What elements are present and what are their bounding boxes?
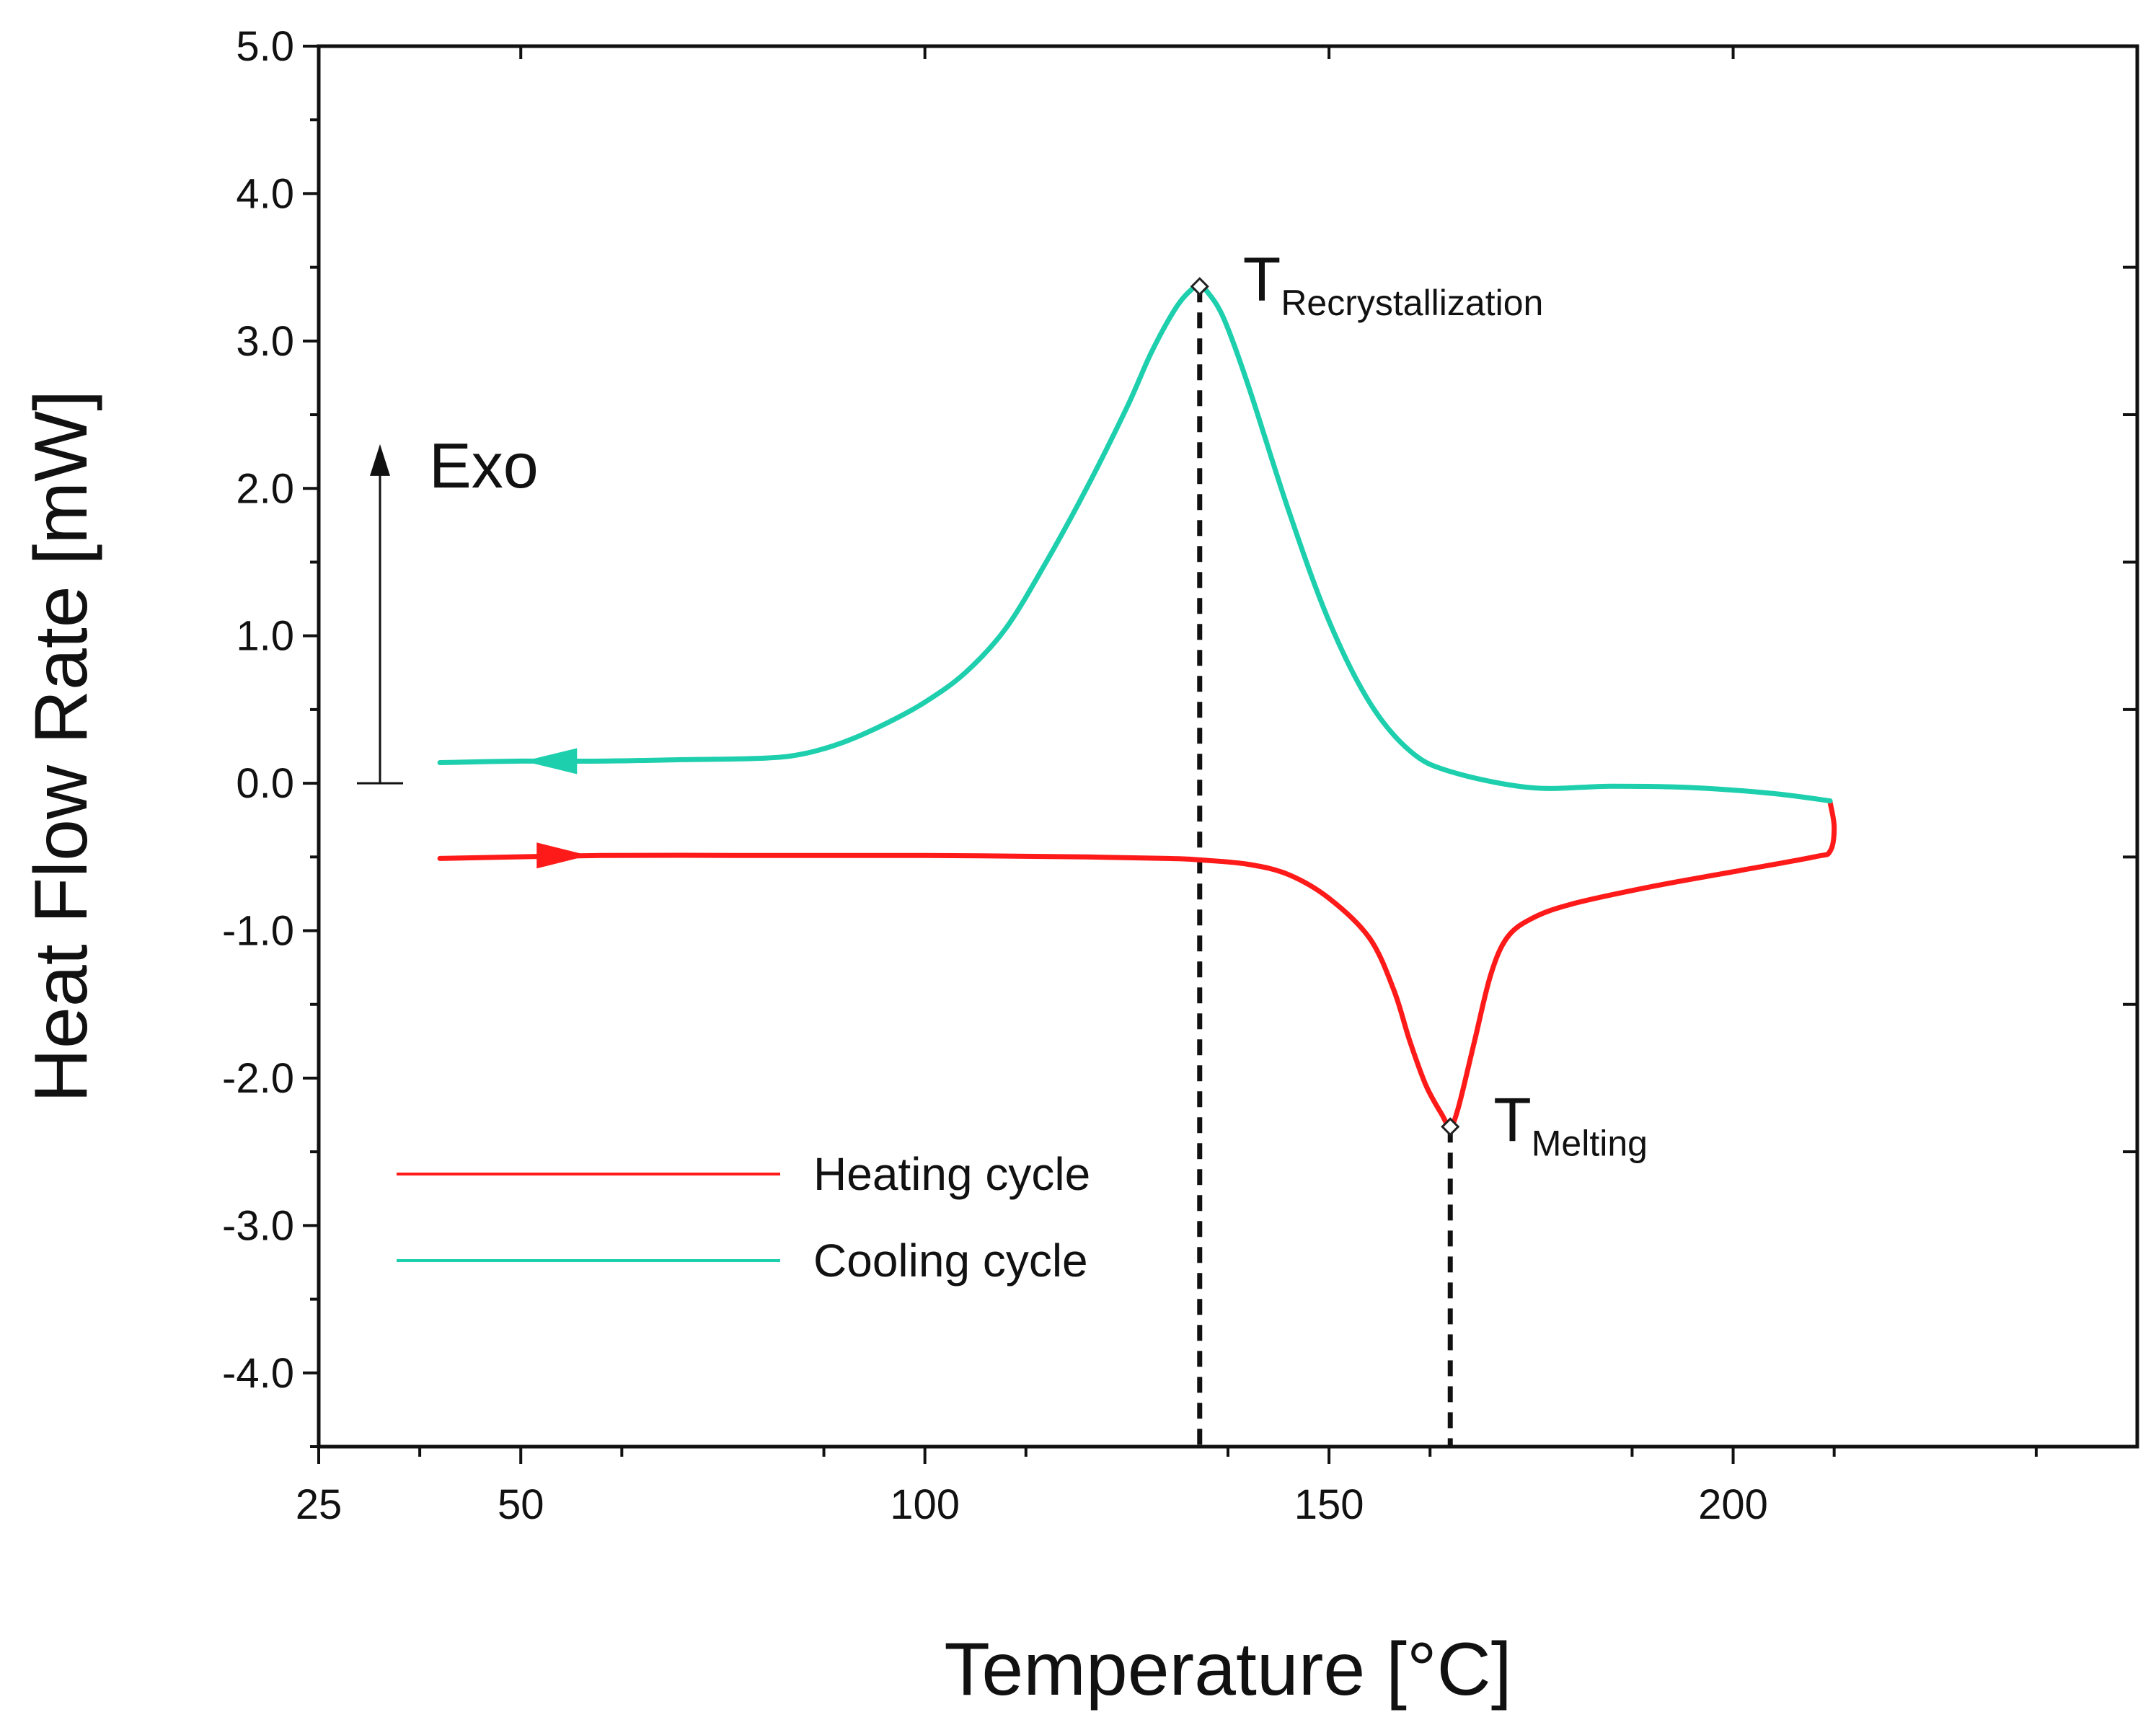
x-tick-label: 25 bbox=[296, 1481, 343, 1528]
melting-label: TMelting bbox=[1493, 1085, 1648, 1163]
y-axis-title: Heat Flow Rate [mW] bbox=[19, 390, 103, 1103]
recrystallization-label-t: T bbox=[1243, 245, 1281, 314]
cooling-cycle-line bbox=[437, 283, 1833, 804]
plot-frame bbox=[317, 44, 2139, 1449]
legend-cooling-label: Cooling cycle bbox=[813, 1235, 1088, 1287]
marker-guides bbox=[1197, 286, 1453, 1447]
y-tick-label: 1.0 bbox=[236, 613, 294, 660]
series-lines bbox=[437, 283, 1837, 1130]
peak-markers bbox=[1190, 277, 1460, 1137]
heating-direction-arrow-icon bbox=[536, 842, 589, 869]
melting-marker-icon bbox=[1441, 1117, 1460, 1137]
x-axis-title: Temperature [°C] bbox=[944, 1628, 1511, 1711]
heating-cycle-line bbox=[437, 800, 1837, 1130]
x-tick-label: 200 bbox=[1698, 1481, 1768, 1528]
recrystallization-label: TRecrystallization bbox=[1243, 245, 1544, 323]
melting-label-t: T bbox=[1493, 1085, 1532, 1155]
melting-label-sub: Melting bbox=[1532, 1123, 1648, 1163]
y-tick-label: -1.0 bbox=[222, 908, 294, 955]
y-tick-label: -4.0 bbox=[222, 1350, 294, 1397]
exo-arrow-head-icon bbox=[370, 444, 390, 476]
axis-ticks: 25 50 100 150 200 5.0 4.0 3.0 2.0 1.0 0.0 -1.0 -2.0 -… bbox=[222, 23, 2137, 1528]
y-tick-label: 0.0 bbox=[236, 760, 294, 807]
y-tick-label: 5.0 bbox=[236, 23, 294, 70]
recrystallization-label-sub: Recrystallization bbox=[1281, 283, 1543, 323]
x-tick-label: 50 bbox=[498, 1481, 544, 1528]
y-tick-label: 4.0 bbox=[236, 170, 294, 217]
x-tick-label: 150 bbox=[1294, 1481, 1364, 1528]
exo-indicator: Exo bbox=[357, 430, 539, 785]
exo-label: Exo bbox=[429, 430, 539, 501]
cooling-direction-arrow-icon bbox=[523, 748, 578, 775]
legend: Heating cycle Cooling cycle bbox=[397, 1148, 1090, 1287]
legend-heating-label: Heating cycle bbox=[813, 1148, 1090, 1200]
y-tick-label: -3.0 bbox=[222, 1202, 294, 1249]
recrystallization-marker-icon bbox=[1190, 277, 1209, 296]
y-tick-label: -2.0 bbox=[222, 1055, 294, 1102]
x-tick-label: 100 bbox=[890, 1481, 960, 1528]
y-tick-label: 2.0 bbox=[236, 465, 294, 512]
y-tick-label: 3.0 bbox=[236, 318, 294, 365]
